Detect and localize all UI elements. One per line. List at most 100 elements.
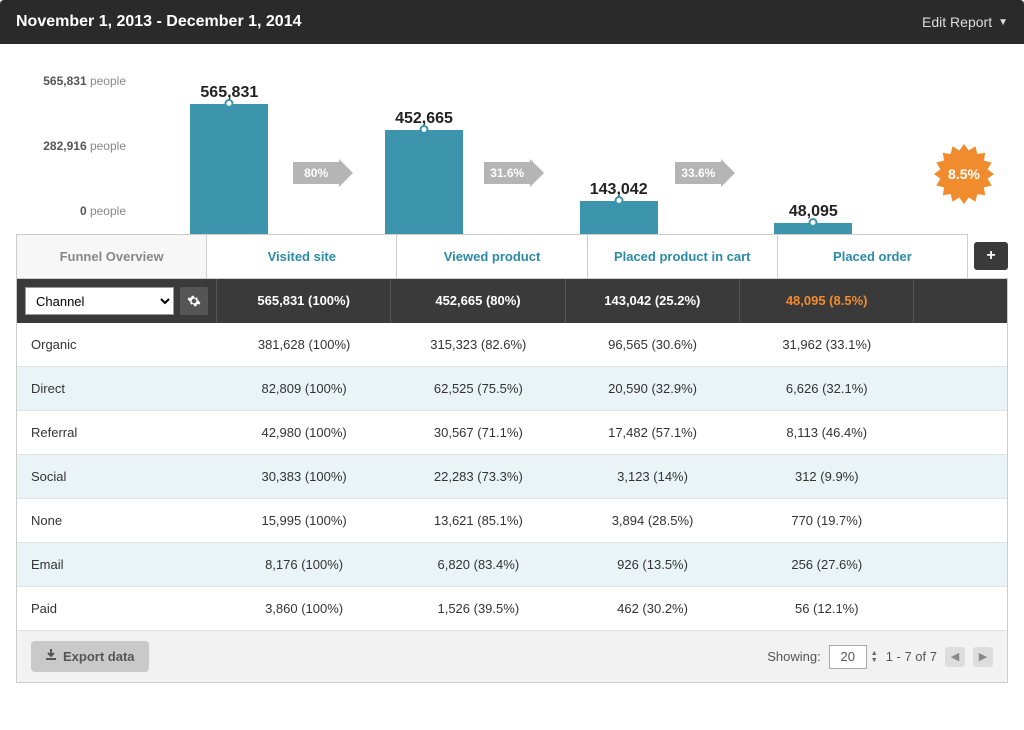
cell-spacer xyxy=(914,323,1007,366)
y-axis: 565,831 people282,916 people0 people xyxy=(16,52,126,234)
edit-report-button[interactable]: Edit Report ▼ xyxy=(922,14,1008,30)
y-axis-tick: 0 people xyxy=(80,204,126,218)
table-cell: 31,962 (33.1%) xyxy=(740,323,914,366)
export-button[interactable]: Export data xyxy=(31,641,149,672)
table-row[interactable]: Direct82,809 (100%)62,525 (75.5%)20,590 … xyxy=(17,367,1007,411)
conversion-arrow: 80% xyxy=(293,159,353,187)
column-total: 565,831 (100%) xyxy=(217,279,391,323)
row-label: Social xyxy=(17,455,217,498)
table-cell: 256 (27.6%) xyxy=(740,543,914,586)
table-body: Organic381,628 (100%)315,323 (82.6%)96,5… xyxy=(17,323,1007,631)
table-header-row: Channel 565,831 (100%)452,665 (80%)143,04… xyxy=(17,279,1007,323)
dimension-header: Channel xyxy=(17,279,217,323)
table-cell: 30,383 (100%) xyxy=(217,455,391,498)
pager: Showing: 20 ▲▼ 1 - 7 of 7 ◀ ▶ xyxy=(767,645,993,669)
range-label: 1 - 7 of 7 xyxy=(886,649,937,664)
table-row[interactable]: Organic381,628 (100%)315,323 (82.6%)96,5… xyxy=(17,323,1007,367)
y-axis-tick: 565,831 people xyxy=(43,74,126,88)
column-spacer xyxy=(914,279,1007,323)
table-cell: 6,820 (83.4%) xyxy=(391,543,565,586)
table-cell: 3,123 (14%) xyxy=(565,455,739,498)
table-cell: 30,567 (71.1%) xyxy=(391,411,565,454)
funnel-tabs: Funnel OverviewVisited siteViewed produc… xyxy=(16,234,968,278)
cell-spacer xyxy=(914,587,1007,630)
prev-page-button[interactable]: ◀ xyxy=(945,647,965,667)
cell-spacer xyxy=(914,455,1007,498)
column-total: 452,665 (80%) xyxy=(391,279,565,323)
table-cell: 13,621 (85.1%) xyxy=(391,499,565,542)
chart-bars: 565,831452,665143,04248,095 xyxy=(132,52,1008,234)
column-total: 143,042 (25.2%) xyxy=(566,279,740,323)
table-cell: 8,113 (46.4%) xyxy=(740,411,914,454)
showing-label: Showing: xyxy=(767,649,820,664)
cell-spacer xyxy=(914,543,1007,586)
date-range[interactable]: November 1, 2013 - December 1, 2014 xyxy=(16,13,302,31)
edit-report-label: Edit Report xyxy=(922,14,992,30)
conversion-arrow: 31.6% xyxy=(484,159,544,187)
page-size-stepper[interactable]: ▲▼ xyxy=(871,650,878,664)
table-cell: 62,525 (75.5%) xyxy=(391,367,565,410)
table-cell: 42,980 (100%) xyxy=(217,411,391,454)
dimension-select[interactable]: Channel xyxy=(25,287,174,315)
row-label: Paid xyxy=(17,587,217,630)
row-label: Direct xyxy=(17,367,217,410)
table-cell: 96,565 (30.6%) xyxy=(565,323,739,366)
row-label: Referral xyxy=(17,411,217,454)
tab-step[interactable]: Placed order xyxy=(778,235,967,278)
table-row[interactable]: None15,995 (100%)13,621 (85.1%)3,894 (28… xyxy=(17,499,1007,543)
bar-slot: 143,042 xyxy=(521,52,716,234)
burst-label: 8.5% xyxy=(948,166,980,182)
row-label: None xyxy=(17,499,217,542)
next-page-button[interactable]: ▶ xyxy=(973,647,993,667)
funnel-chart: 565,831 people282,916 people0 people 565… xyxy=(0,44,1024,234)
table-footer: Export data Showing: 20 ▲▼ 1 - 7 of 7 ◀ … xyxy=(17,631,1007,682)
table-row[interactable]: Referral42,980 (100%)30,567 (71.1%)17,48… xyxy=(17,411,1007,455)
caret-down-icon: ▼ xyxy=(998,17,1008,28)
table-cell: 462 (30.2%) xyxy=(565,587,739,630)
conversion-arrow: 33.6% xyxy=(675,159,735,187)
table-cell: 3,894 (28.5%) xyxy=(565,499,739,542)
table-cell: 312 (9.9%) xyxy=(740,455,914,498)
table-cell: 926 (13.5%) xyxy=(565,543,739,586)
table-row[interactable]: Social30,383 (100%)22,283 (73.3%)3,123 (… xyxy=(17,455,1007,499)
bar-rect[interactable] xyxy=(580,201,658,234)
table-cell: 381,628 (100%) xyxy=(217,323,391,366)
row-label: Email xyxy=(17,543,217,586)
table-cell: 315,323 (82.6%) xyxy=(391,323,565,366)
bar-slot: 452,665 xyxy=(327,52,522,234)
tab-funnel-overview[interactable]: Funnel Overview xyxy=(17,235,207,278)
column-total: 48,095 (8.5%) xyxy=(740,279,914,323)
bar-dot xyxy=(809,218,818,227)
table-cell: 56 (12.1%) xyxy=(740,587,914,630)
tab-step[interactable]: Placed product in cart xyxy=(588,235,778,278)
table-cell: 82,809 (100%) xyxy=(217,367,391,410)
row-label: Organic xyxy=(17,323,217,366)
bar-slot: 48,095 xyxy=(716,52,911,234)
conversion-burst: 8.5% xyxy=(934,144,994,204)
table-row[interactable]: Paid3,860 (100%)1,526 (39.5%)462 (30.2%)… xyxy=(17,587,1007,631)
bar-dot xyxy=(420,125,429,134)
bar-rect[interactable] xyxy=(190,104,268,234)
tab-step[interactable]: Visited site xyxy=(207,235,397,278)
table-cell: 8,176 (100%) xyxy=(217,543,391,586)
table-cell: 15,995 (100%) xyxy=(217,499,391,542)
cell-spacer xyxy=(914,367,1007,410)
export-label: Export data xyxy=(63,649,135,664)
report-header: November 1, 2013 - December 1, 2014 Edit… xyxy=(0,0,1024,44)
add-step-button[interactable]: + xyxy=(974,242,1008,270)
funnel-table: Channel 565,831 (100%)452,665 (80%)143,04… xyxy=(16,278,1008,683)
table-cell: 3,860 (100%) xyxy=(217,587,391,630)
bar-rect[interactable] xyxy=(385,130,463,234)
table-cell: 6,626 (32.1%) xyxy=(740,367,914,410)
bar-rect[interactable] xyxy=(774,223,852,234)
bar-slot: 565,831 xyxy=(132,52,327,234)
table-cell: 20,590 (32.9%) xyxy=(565,367,739,410)
table-row[interactable]: Email8,176 (100%)6,820 (83.4%)926 (13.5%… xyxy=(17,543,1007,587)
tab-step[interactable]: Viewed product xyxy=(397,235,587,278)
cell-spacer xyxy=(914,411,1007,454)
gear-icon[interactable] xyxy=(180,287,208,315)
table-cell: 22,283 (73.3%) xyxy=(391,455,565,498)
cell-spacer xyxy=(914,499,1007,542)
page-size-input[interactable]: 20 xyxy=(829,645,867,669)
table-cell: 770 (19.7%) xyxy=(740,499,914,542)
